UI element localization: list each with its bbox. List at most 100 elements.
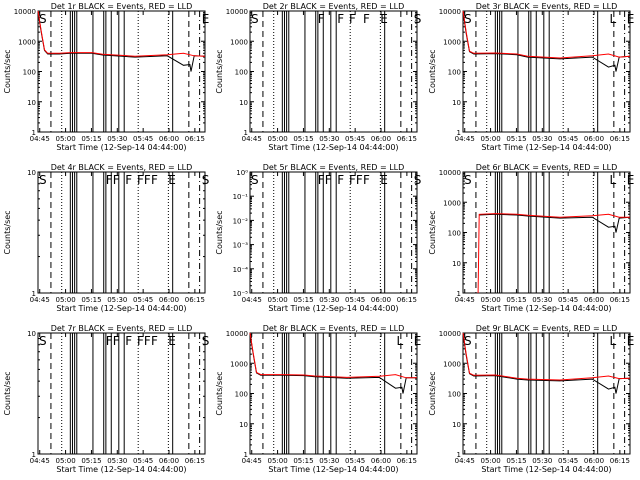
x-tick-label: 05:15 [293, 135, 313, 143]
events-series-line [37, 10, 206, 72]
event-marker-label: L [609, 334, 616, 348]
event-marker-label: F [125, 173, 132, 187]
event-marker-label: S [414, 173, 422, 187]
y-tick-label: 100 [448, 69, 461, 77]
panel-3: Det 3r BLACK = Events, RED = LLD 1 10 100 10… [428, 2, 634, 152]
x-tick-label: 05:30 [319, 135, 339, 143]
y-tick-label: 10 [27, 99, 36, 107]
event-marker-label: S [464, 334, 472, 348]
panel-title: Det 6r BLACK = Events, RED = LLD [476, 163, 618, 172]
plot-frame [249, 171, 418, 294]
x-tick-label: 06:15 [610, 135, 630, 143]
y-tick-label: 1000 [18, 38, 36, 46]
x-tick-label: 05:00 [267, 457, 287, 465]
y-tick-label: 10 [27, 330, 36, 338]
x-tick-label: 05:00 [55, 296, 75, 304]
event-marker-label: E [627, 334, 635, 348]
x-tick-label: 06:15 [610, 457, 630, 465]
y-tick-label: 1000 [443, 199, 461, 207]
x-tick-label: 05:00 [480, 296, 500, 304]
y-tick-label: 10⁰ [236, 169, 248, 177]
panel-title: Det 7r BLACK = Events, RED = LLD [51, 324, 193, 333]
plot-frame [37, 332, 206, 455]
y-tick-label: 10 [452, 421, 461, 429]
x-axis-label: Start Time (12-Sep-14 04:44:00) [268, 304, 398, 313]
panel-7: Det 7r BLACK = Events, RED = LLD 1 10 Count… [3, 324, 209, 474]
x-tick-label: 05:30 [107, 457, 127, 465]
x-tick-label: 05:30 [319, 296, 339, 304]
y-tick-label: 100 [235, 391, 248, 399]
x-tick-label: 05:15 [506, 135, 526, 143]
event-marker-label: E [627, 173, 635, 187]
y-tick-label: 1 [244, 129, 248, 137]
plot-frame [249, 332, 418, 455]
event-marker-label: S [39, 334, 47, 348]
y-axis-label: Counts/sec [3, 210, 12, 254]
x-tick-label: 05:00 [480, 457, 500, 465]
x-tick-label: 05:30 [107, 135, 127, 143]
y-tick-label: 10⁻¹ [233, 193, 249, 201]
event-marker-label: FF [106, 173, 120, 187]
x-tick-label: 05:15 [506, 457, 526, 465]
event-marker-label: S [251, 12, 259, 26]
x-tick-label: 06:00 [159, 457, 179, 465]
events-series-line [249, 332, 417, 394]
y-axis-label: Counts/sec [428, 210, 437, 254]
x-tick-label: 06:00 [159, 135, 179, 143]
x-tick-label: 06:00 [584, 296, 604, 304]
panel-title: Det 3r BLACK = Events, RED = LLD [476, 2, 618, 11]
y-tick-label: 100 [23, 69, 36, 77]
y-tick-label: 10000 [439, 8, 461, 16]
x-tick-label: 05:15 [81, 135, 101, 143]
y-axis-label: Counts/sec [215, 371, 224, 415]
y-tick-label: 10 [239, 421, 248, 429]
panel-title: Det 2r BLACK = Events, RED = LLD [263, 2, 405, 11]
y-tick-label: 1000 [230, 360, 248, 368]
x-tick-label: 06:15 [185, 135, 205, 143]
plot-frame [462, 171, 631, 294]
x-tick-label: 05:15 [506, 296, 526, 304]
x-tick-label: 06:00 [584, 135, 604, 143]
event-marker-label: S [202, 173, 210, 187]
x-axis-label: Start Time (12-Sep-14 04:44:00) [481, 465, 611, 474]
panel-2: Det 2r BLACK = Events, RED = LLD 1 10 100 10… [215, 2, 421, 152]
event-marker-label: F [363, 173, 370, 187]
event-marker-label: F [363, 12, 370, 26]
y-tick-label: 1000 [443, 360, 461, 368]
x-tick-label: 05:30 [532, 296, 552, 304]
x-tick-label: 05:15 [293, 457, 313, 465]
plot-frame [462, 10, 631, 133]
x-tick-label: 06:00 [371, 135, 391, 143]
x-axis-label: Start Time (12-Sep-14 04:44:00) [56, 465, 186, 474]
y-tick-label: 1 [32, 129, 36, 137]
event-marker-label: E [168, 334, 176, 348]
panel-6: Det 6r BLACK = Events, RED = LLD 1 10 100 10… [428, 163, 634, 313]
x-tick-label: 06:15 [397, 457, 417, 465]
x-tick-label: 06:00 [159, 296, 179, 304]
x-tick-label: 05:45 [133, 457, 153, 465]
y-tick-label: 10000 [439, 330, 461, 338]
x-tick-label: 05:30 [107, 296, 127, 304]
x-tick-label: 05:00 [267, 135, 287, 143]
event-marker-label: E [627, 12, 635, 26]
x-tick-label: 05:00 [55, 457, 75, 465]
x-axis-label: Start Time (12-Sep-14 04:44:00) [56, 304, 186, 313]
y-tick-label: 10 [452, 99, 461, 107]
panel-title: Det 5r BLACK = Events, RED = LLD [263, 163, 405, 172]
lld-series-line [462, 332, 631, 381]
x-tick-label: 06:15 [610, 296, 630, 304]
event-marker-label: FF [318, 173, 332, 187]
y-tick-label: 10000 [226, 8, 248, 16]
x-tick-label: 04:45 [455, 296, 475, 304]
y-tick-label: 10 [239, 99, 248, 107]
y-tick-label: 1 [457, 290, 461, 298]
y-tick-label: 1 [457, 129, 461, 137]
event-marker-label: E [380, 12, 388, 26]
x-tick-label: 05:45 [345, 457, 365, 465]
event-marker-label: FF [106, 334, 120, 348]
x-tick-label: 04:45 [30, 457, 50, 465]
x-tick-label: 04:45 [30, 135, 50, 143]
x-tick-label: 05:15 [81, 296, 101, 304]
panel-8: Det 8r BLACK = Events, RED = LLD 1 10 100 10… [215, 324, 421, 474]
